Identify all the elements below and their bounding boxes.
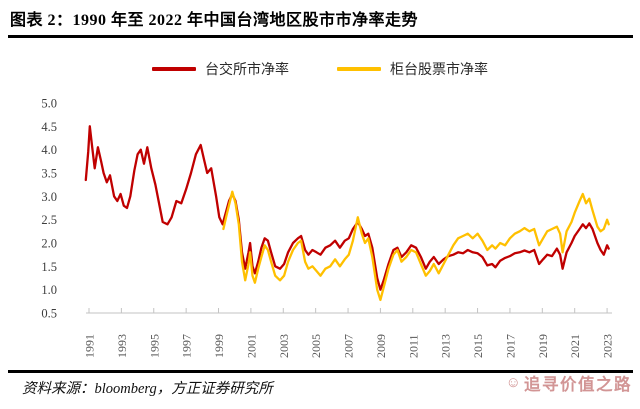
x-tick-label: 2005 bbox=[309, 334, 323, 358]
x-tick-label: 1999 bbox=[212, 334, 226, 358]
legend-label-otc: 柜台股票市净率 bbox=[390, 63, 488, 78]
twse-line-swatch bbox=[152, 67, 196, 71]
x-tick-label: 2003 bbox=[277, 334, 291, 358]
title-underline bbox=[8, 35, 633, 38]
legend-item-otc: 柜台股票市净率 bbox=[337, 59, 488, 79]
y-tick-label: 3.5 bbox=[41, 166, 57, 180]
bottom-rule bbox=[8, 370, 633, 373]
x-tick-label: 1997 bbox=[180, 334, 194, 358]
watermark-text: 追寻价值之路 bbox=[524, 375, 632, 394]
x-tick-label: 2023 bbox=[601, 334, 615, 358]
x-tick-label: 2013 bbox=[439, 334, 453, 358]
source-note: 资料来源：bloomberg，方正证券研究所 bbox=[22, 381, 273, 397]
page-title: 图表 2：1990 年至 2022 年中国台湾地区股市市净率走势 bbox=[10, 12, 419, 29]
y-tick-label: 2.0 bbox=[41, 236, 57, 250]
series-line-twse bbox=[84, 125, 610, 291]
legend-label-twse: 台交所市净率 bbox=[205, 63, 289, 78]
legend: 台交所市净率 柜台股票市净率 bbox=[0, 59, 640, 79]
x-tick-label: 2009 bbox=[374, 334, 388, 358]
y-tick-label: 1.5 bbox=[41, 260, 57, 274]
y-tick-label: 5.0 bbox=[41, 96, 57, 110]
x-tick-label: 2017 bbox=[503, 334, 517, 358]
x-tick-label: 2019 bbox=[536, 334, 550, 358]
y-tick-label: 4.5 bbox=[41, 120, 57, 134]
x-tick-label: 1991 bbox=[83, 334, 97, 358]
x-tick-label: 2007 bbox=[342, 334, 356, 358]
legend-item-twse: 台交所市净率 bbox=[152, 59, 289, 79]
x-tick-label: 2015 bbox=[471, 334, 485, 358]
series-line-otc bbox=[222, 190, 610, 302]
x-tick-label: 1995 bbox=[147, 334, 161, 358]
y-tick-label: 1.0 bbox=[41, 283, 57, 297]
y-tick-label: 2.5 bbox=[41, 213, 57, 227]
watermark: ☺ 追寻价值之路 bbox=[506, 371, 632, 395]
x-tick-label: 2001 bbox=[244, 334, 258, 358]
otc-line-swatch bbox=[337, 67, 381, 71]
y-tick-label: 4.0 bbox=[41, 143, 57, 157]
smiley-face-icon: ☺ bbox=[505, 374, 521, 391]
x-tick-label: 2011 bbox=[406, 334, 420, 358]
x-tick-label: 1993 bbox=[115, 334, 129, 358]
x-tick-label: 2021 bbox=[568, 334, 582, 358]
y-tick-label: 0.5 bbox=[41, 307, 57, 321]
y-tick-label: 3.0 bbox=[41, 190, 57, 204]
